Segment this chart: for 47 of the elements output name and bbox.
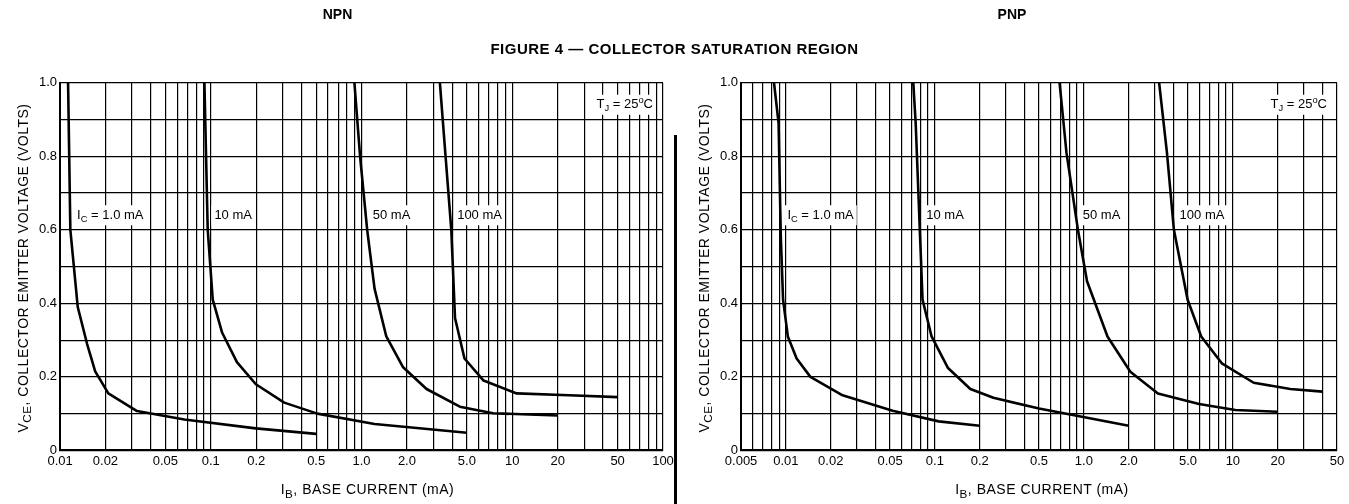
x-tick-label: 20 bbox=[550, 452, 565, 468]
y-tick-label: 0.8 bbox=[38, 147, 58, 163]
x-tick-label: 20 bbox=[1270, 452, 1285, 468]
chart-title: PNP bbox=[996, 6, 1028, 22]
series-label: 10 mA bbox=[926, 206, 965, 222]
x-tick-label: 0.02 bbox=[818, 452, 844, 468]
series-label: 50 mA bbox=[1082, 206, 1121, 222]
series-label: 100 mA bbox=[457, 206, 503, 222]
x-tick-label: 0.2 bbox=[247, 452, 266, 468]
x-tick-label: 50 bbox=[610, 452, 625, 468]
y-tick-label: 0 bbox=[730, 441, 739, 457]
y-tick-label: 0.4 bbox=[719, 294, 739, 310]
x-tick-label: 0.02 bbox=[92, 452, 119, 468]
x-tick-label: 2.0 bbox=[397, 452, 416, 468]
x-tick-label: 2.0 bbox=[1119, 452, 1138, 468]
y-tick-label: 0.2 bbox=[719, 368, 739, 384]
x-tick-label: 0.5 bbox=[307, 452, 326, 468]
x-tick-label: 5.0 bbox=[457, 452, 476, 468]
x-tick-label: 100 bbox=[652, 452, 674, 468]
x-tick-label: 10 bbox=[505, 452, 520, 468]
series-label: 50 mA bbox=[372, 206, 411, 222]
y-tick-label: 0.8 bbox=[719, 147, 739, 163]
x-axis-title: I$_{B}$, BASE CURRENT (mA) bbox=[954, 481, 1130, 500]
series-label: 10 mA bbox=[214, 206, 253, 222]
x-tick-label: 0.5 bbox=[1030, 452, 1049, 468]
x-tick-label: 10 bbox=[1225, 452, 1241, 468]
y-tick-label: 1.0 bbox=[719, 74, 739, 90]
chart-title: NPN bbox=[321, 6, 354, 22]
x-tick-label: 5.0 bbox=[1178, 452, 1198, 468]
chart-subtitle: FIGURE 4 — COLLECTOR SATURATION REGION bbox=[489, 40, 860, 57]
x-tick-label: 0.1 bbox=[201, 452, 220, 468]
x-tick-label: 50 bbox=[1329, 452, 1345, 468]
x-tick-label: 1.0 bbox=[1074, 452, 1093, 468]
y-tick-label: 1.0 bbox=[38, 74, 58, 90]
x-axis-title: I$_{B}$, BASE CURRENT (mA) bbox=[279, 481, 456, 500]
x-tick-label: 0.1 bbox=[925, 452, 944, 468]
x-tick-label: 0.2 bbox=[970, 452, 989, 468]
y-tick-label: 0.4 bbox=[38, 294, 58, 310]
x-tick-label: 1.0 bbox=[352, 452, 371, 468]
y-tick-label: 0 bbox=[49, 441, 58, 457]
y-tick-label: 0.2 bbox=[38, 368, 58, 384]
x-tick-label: 0.01 bbox=[773, 452, 799, 468]
x-tick-label: 0.05 bbox=[877, 452, 903, 468]
y-tick-label: 0.6 bbox=[38, 221, 58, 237]
y-tick-label: 0.6 bbox=[719, 221, 739, 237]
series-label: 100 mA bbox=[1179, 206, 1225, 222]
x-tick-label: 0.05 bbox=[152, 452, 179, 468]
